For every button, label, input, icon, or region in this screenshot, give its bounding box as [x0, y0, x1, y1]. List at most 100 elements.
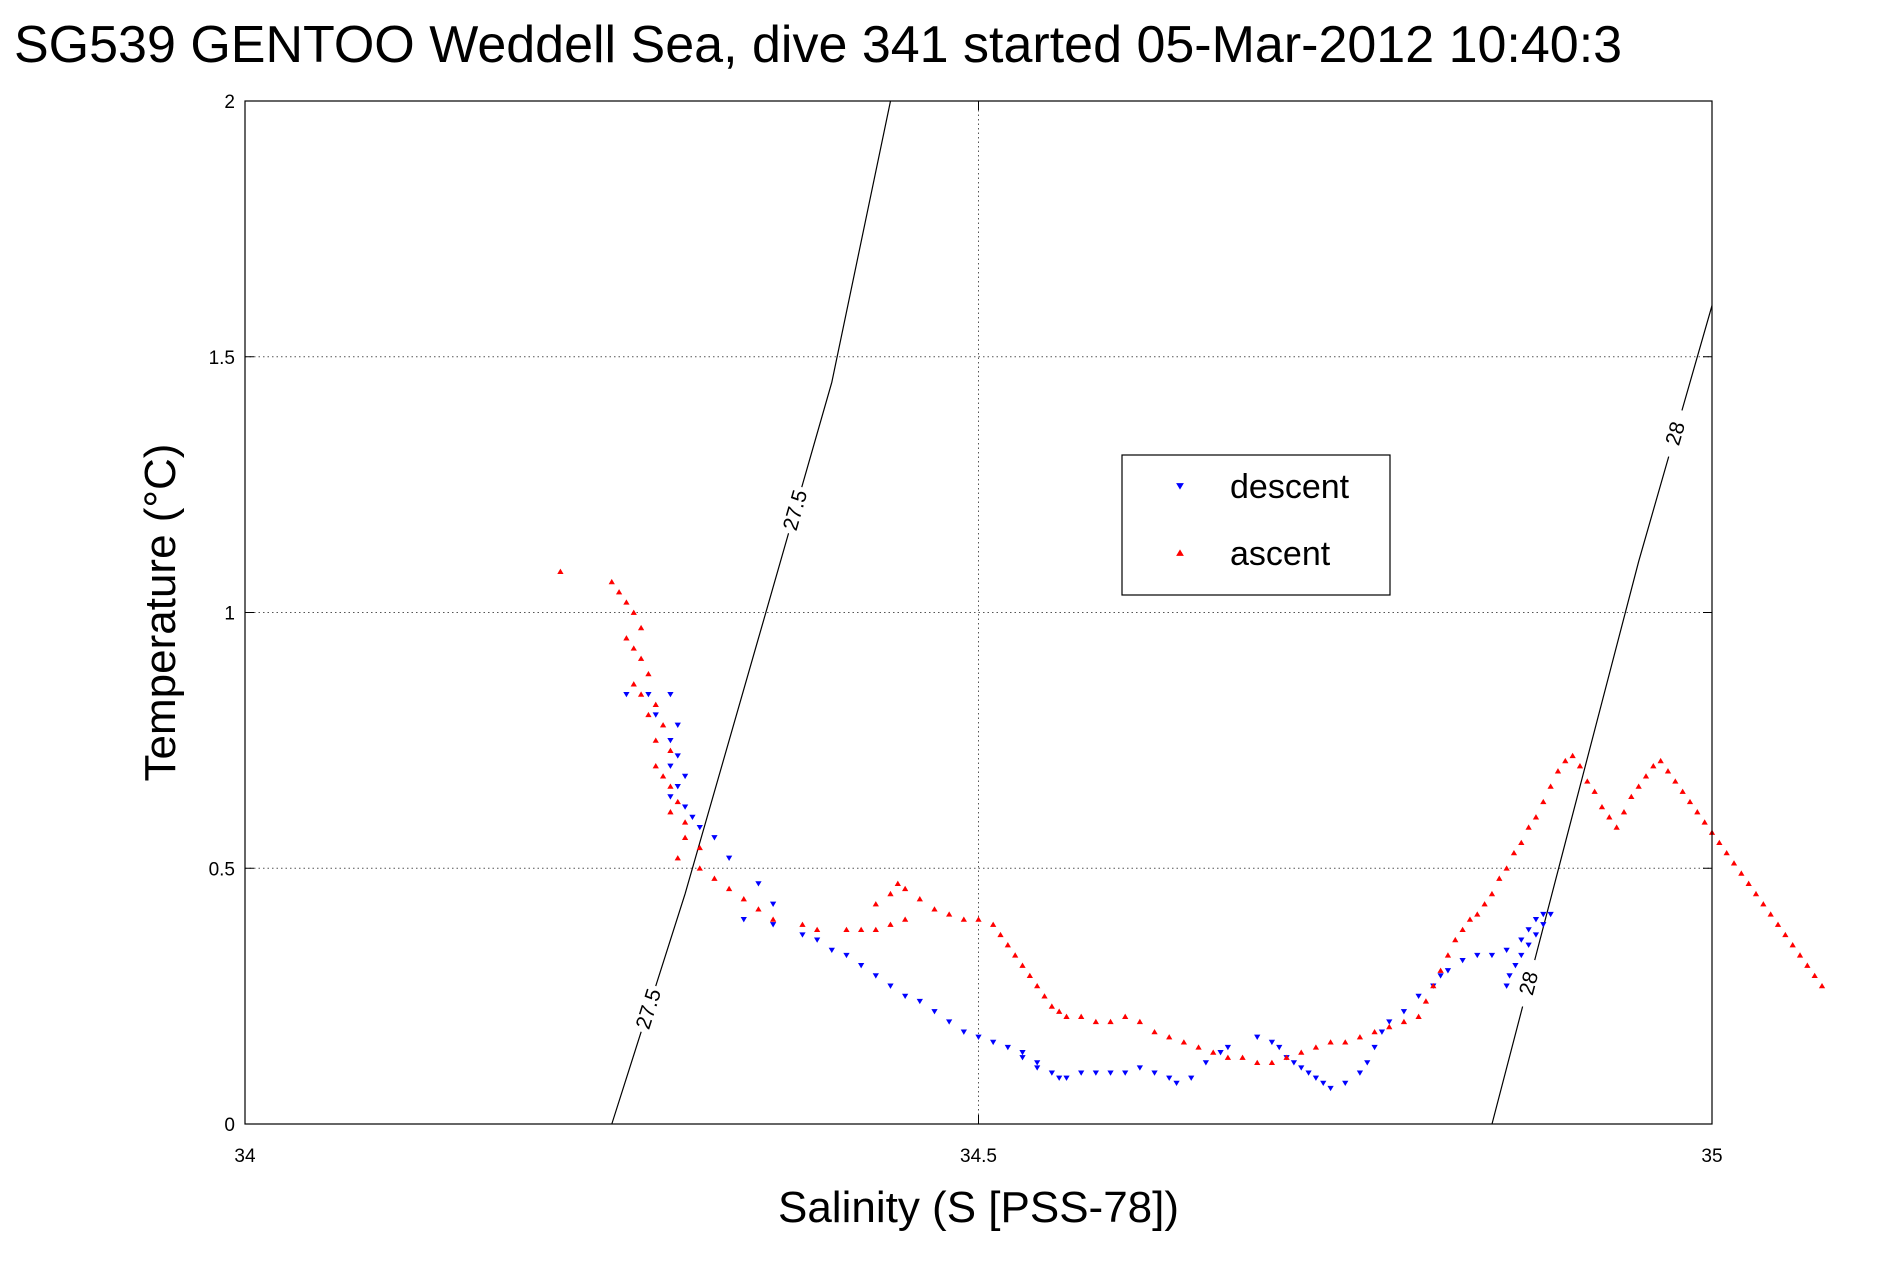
- ascent-point: [1430, 982, 1437, 989]
- ascent-point: [1635, 783, 1642, 789]
- ascent-point: [1694, 809, 1701, 815]
- descent-point: [755, 881, 762, 887]
- ascent-point: [960, 916, 967, 922]
- ascent-point: [740, 896, 747, 902]
- legend-box: [1121, 454, 1391, 596]
- ascent-point: [1650, 763, 1657, 769]
- ascent-point: [887, 921, 894, 927]
- descent-point: [1512, 963, 1519, 969]
- descent-point: [814, 937, 821, 943]
- ascent-point: [674, 798, 681, 805]
- descent-point: [887, 983, 894, 989]
- descent-point: [1371, 1044, 1378, 1051]
- ascent-point: [1686, 798, 1694, 805]
- ascent-point: [1642, 773, 1650, 779]
- ascent-point: [1752, 890, 1760, 897]
- descent-point: [1378, 1029, 1386, 1035]
- descent-point: [1276, 1044, 1283, 1051]
- ascent-point: [1268, 1059, 1276, 1065]
- descent-point: [1444, 968, 1452, 974]
- descent-point: [990, 1039, 997, 1046]
- descent-point: [1342, 1080, 1349, 1087]
- descent-point: [1173, 1080, 1180, 1087]
- ascent-point: [630, 645, 637, 651]
- axis-ticks: 34 34.5 35 0 0.5 1 1.5 2: [209, 92, 1723, 1167]
- descent-point: [1437, 973, 1444, 979]
- ascent-point: [1254, 1059, 1261, 1065]
- ascent-point: [1525, 824, 1532, 830]
- ascent-point: [711, 875, 718, 881]
- ascent-point: [1444, 952, 1452, 958]
- ascent-point: [1452, 936, 1459, 943]
- ascent-point: [1298, 1049, 1305, 1055]
- ascent-point: [1628, 793, 1635, 800]
- y-tick-label: 1: [224, 604, 235, 625]
- ascent-point: [615, 589, 623, 595]
- descent-point: [799, 932, 806, 938]
- ascent-point: [1716, 839, 1723, 846]
- descent-point: [1506, 973, 1513, 979]
- ascent-point: [1782, 931, 1789, 938]
- ascent-point: [1613, 824, 1620, 830]
- descent-point: [1107, 1070, 1114, 1076]
- ascent-point: [1547, 783, 1554, 789]
- ascent-point: [858, 926, 865, 933]
- descent-point: [1320, 1080, 1327, 1087]
- descent-point: [1063, 1075, 1070, 1081]
- descent-point: [725, 855, 733, 861]
- descent-point: [1056, 1075, 1063, 1081]
- ascent-point: [1386, 1023, 1393, 1030]
- ascent-point: [1166, 1034, 1173, 1040]
- y-axis-label: Temperature (°C): [136, 444, 185, 782]
- ascent-point: [1056, 1008, 1063, 1014]
- descent-point: [1400, 1009, 1408, 1015]
- ascent-point: [630, 609, 637, 615]
- contour-label-background: [1510, 956, 1548, 1010]
- ascent-point: [1019, 962, 1026, 968]
- ascent-point: [637, 691, 645, 697]
- ascent-point: [1723, 849, 1730, 856]
- descent-point: [623, 691, 630, 698]
- ascent-point: [1063, 1013, 1070, 1019]
- ascent-point: [696, 865, 703, 871]
- ascent-point: [1796, 952, 1804, 958]
- ascent-point: [1122, 1013, 1129, 1019]
- ascent-point: [990, 921, 997, 927]
- ascent-point: [1620, 809, 1628, 815]
- x-tick-label: 34.5: [960, 1146, 997, 1167]
- ascent-point: [652, 701, 659, 707]
- descent-point: [689, 814, 696, 821]
- y-tick-label: 0: [224, 1115, 235, 1136]
- ascent-point: [696, 844, 703, 851]
- ascent-point: [946, 911, 953, 917]
- ascent-point: [1224, 1054, 1232, 1060]
- legend-marker-ascent: [1176, 549, 1184, 556]
- y-tick-label: 0.5: [209, 859, 235, 880]
- ascent-point: [1569, 752, 1576, 759]
- ascent-point: [1459, 926, 1466, 933]
- ascent-point: [975, 916, 982, 922]
- descent-point: [674, 753, 681, 759]
- descent-point: [1202, 1060, 1210, 1066]
- ascent-point: [1789, 942, 1796, 948]
- descent-point: [1312, 1075, 1320, 1081]
- ascent-point: [1026, 972, 1033, 979]
- descent-point: [1004, 1044, 1011, 1051]
- ascent-point: [1598, 803, 1606, 810]
- ascent-point: [1510, 849, 1518, 856]
- descent-point: [1254, 1034, 1261, 1040]
- ascent-point: [1664, 768, 1672, 774]
- ascent-point: [1012, 952, 1019, 958]
- contour-label: 27.5: [779, 487, 812, 533]
- ascent-point: [1730, 860, 1738, 866]
- descent-point: [902, 993, 909, 1000]
- ascent-point: [1034, 982, 1041, 989]
- descent-point: [1503, 983, 1510, 989]
- descent-point: [1034, 1060, 1041, 1066]
- grid-lines: [245, 101, 1712, 1124]
- ascent-point: [769, 916, 777, 922]
- legend-label-ascent: ascent: [1230, 535, 1331, 573]
- descent-point: [696, 824, 703, 831]
- ascent-point: [1312, 1044, 1320, 1050]
- descent-point: [1122, 1070, 1129, 1076]
